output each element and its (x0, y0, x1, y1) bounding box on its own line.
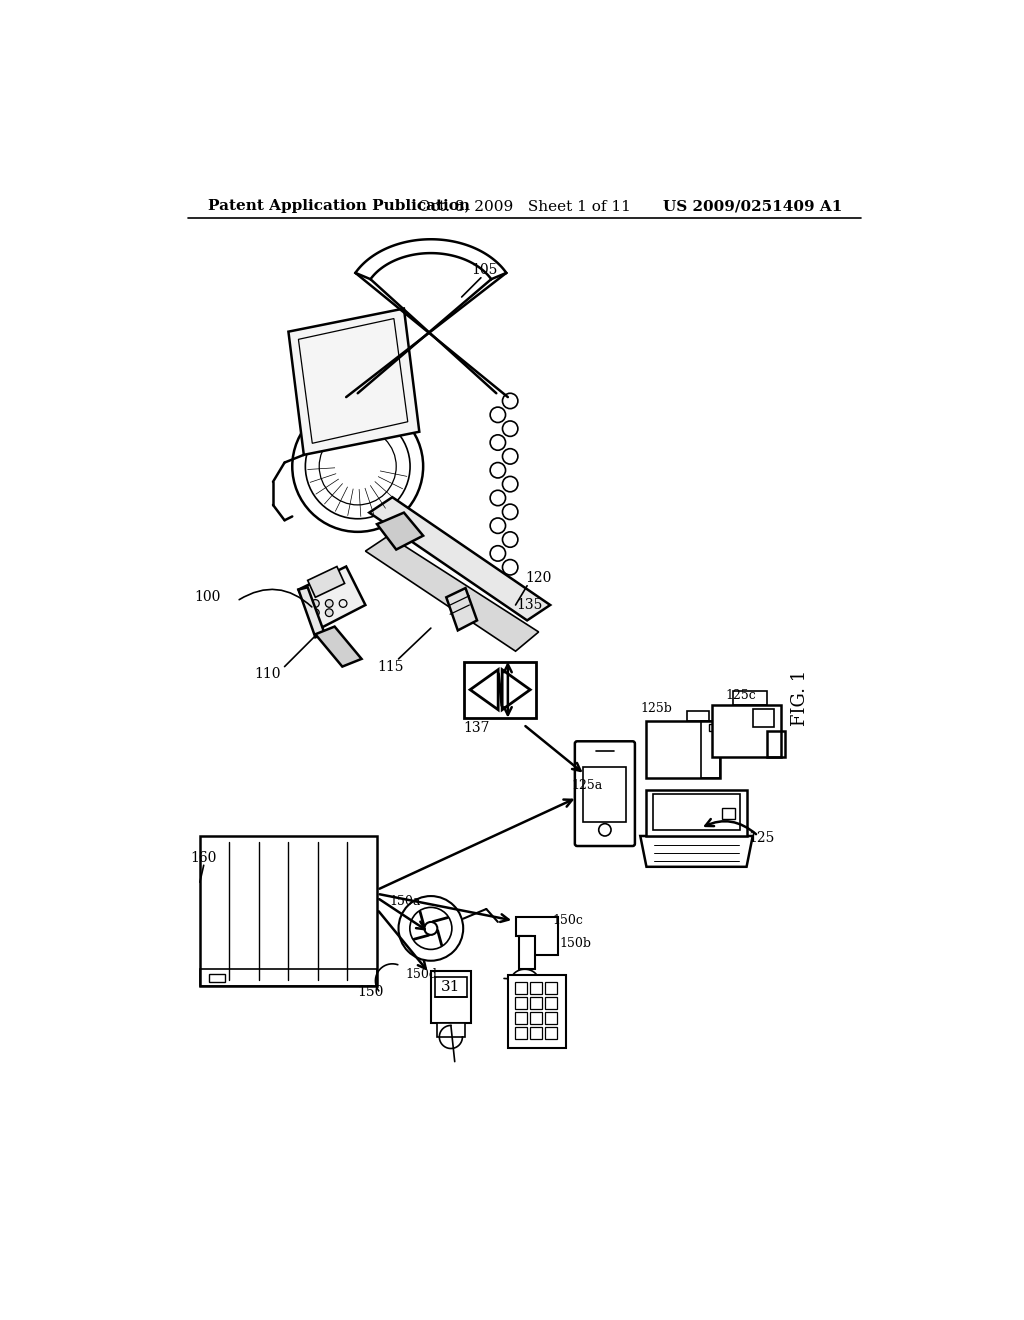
Bar (530, 997, 542, 1008)
Polygon shape (289, 309, 419, 455)
Polygon shape (515, 917, 558, 956)
Bar (701, 721, 720, 779)
Polygon shape (446, 589, 477, 631)
Text: 125a: 125a (571, 779, 603, 792)
Bar (646, 789, 746, 836)
Text: FIG. 1: FIG. 1 (792, 669, 809, 726)
Polygon shape (315, 627, 361, 667)
Bar (431, 970, 471, 1023)
Polygon shape (298, 587, 325, 638)
Circle shape (326, 609, 333, 616)
Bar (545, 997, 557, 1008)
Bar (435, 977, 467, 997)
Text: 110: 110 (254, 668, 281, 681)
Bar (545, 1012, 557, 1024)
Bar (464, 661, 537, 718)
Polygon shape (519, 936, 535, 969)
Text: 125: 125 (749, 830, 775, 845)
Text: 100: 100 (195, 590, 221, 605)
Bar (584, 767, 627, 822)
Polygon shape (377, 512, 423, 549)
Text: 115: 115 (378, 660, 404, 673)
Polygon shape (307, 566, 345, 597)
Circle shape (311, 609, 319, 616)
Polygon shape (298, 566, 366, 630)
Bar (530, 1012, 542, 1024)
Text: 150a: 150a (390, 895, 421, 908)
Text: 105: 105 (472, 263, 498, 277)
Bar (508, 974, 565, 1048)
Bar (545, 982, 557, 994)
Bar (646, 721, 720, 779)
Bar (200, 836, 377, 986)
Polygon shape (640, 836, 753, 867)
Text: 150: 150 (357, 985, 384, 998)
Bar (200, 969, 377, 986)
Text: 135: 135 (516, 598, 543, 612)
Text: Oct. 8, 2009   Sheet 1 of 11: Oct. 8, 2009 Sheet 1 of 11 (419, 199, 631, 213)
Text: 137: 137 (464, 721, 490, 735)
Text: Patent Application Publication: Patent Application Publication (208, 199, 470, 213)
Text: 150c: 150c (553, 915, 584, 927)
Text: 125c: 125c (726, 689, 757, 702)
Text: 150d: 150d (406, 968, 437, 981)
Text: 120: 120 (525, 572, 552, 585)
Polygon shape (370, 498, 550, 620)
Text: 125b: 125b (641, 702, 673, 715)
Bar (687, 711, 709, 721)
Text: 31: 31 (441, 979, 461, 994)
Bar (652, 795, 740, 830)
Bar (767, 731, 784, 758)
Circle shape (326, 599, 333, 607)
Bar (209, 974, 224, 982)
Bar (733, 692, 767, 705)
Bar (722, 808, 735, 818)
Text: 150b: 150b (560, 937, 592, 950)
Bar (545, 1027, 557, 1039)
Bar (437, 1023, 465, 1038)
Bar (515, 1012, 527, 1024)
Bar (754, 709, 774, 727)
Bar (530, 982, 542, 994)
Bar (709, 725, 718, 730)
Circle shape (311, 599, 319, 607)
FancyBboxPatch shape (574, 742, 635, 846)
Bar (515, 982, 527, 994)
Polygon shape (366, 536, 539, 651)
Text: 160: 160 (190, 850, 217, 865)
Bar (712, 705, 781, 758)
Text: US 2009/0251409 A1: US 2009/0251409 A1 (663, 199, 842, 213)
Bar (530, 1027, 542, 1039)
Bar (515, 997, 527, 1008)
Bar (515, 1027, 527, 1039)
